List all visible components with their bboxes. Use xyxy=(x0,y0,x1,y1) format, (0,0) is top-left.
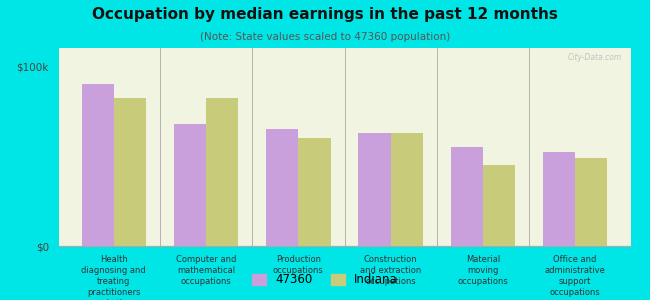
Text: City-Data.com: City-Data.com xyxy=(567,53,622,62)
Bar xyxy=(206,98,239,246)
Bar xyxy=(114,98,146,246)
Bar xyxy=(174,124,206,246)
Bar xyxy=(483,165,515,246)
Bar xyxy=(81,84,114,246)
Bar xyxy=(298,138,331,246)
Text: (Note: State values scaled to 47360 population): (Note: State values scaled to 47360 popu… xyxy=(200,32,450,41)
Bar xyxy=(575,158,608,246)
Text: Occupation by median earnings in the past 12 months: Occupation by median earnings in the pas… xyxy=(92,8,558,22)
Bar xyxy=(391,133,423,246)
Bar xyxy=(266,129,298,246)
Bar xyxy=(450,147,483,246)
Legend: 47360, Indiana: 47360, Indiana xyxy=(247,269,403,291)
Bar xyxy=(543,152,575,246)
Bar xyxy=(358,133,391,246)
